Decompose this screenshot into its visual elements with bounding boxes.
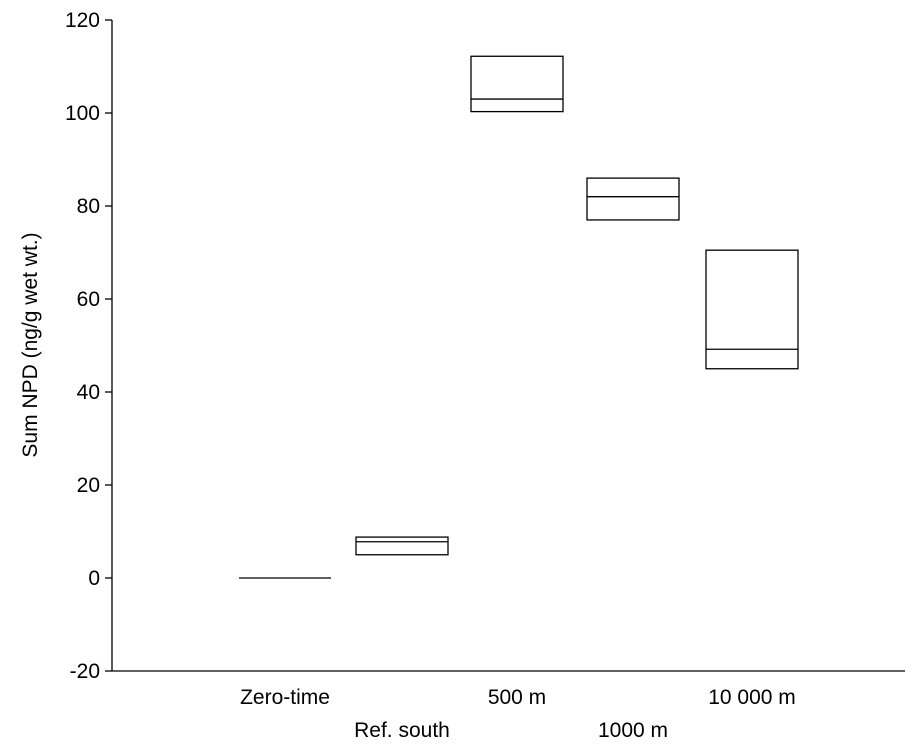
box-group (355, 536, 449, 556)
y-tick-label: 0 (88, 567, 100, 590)
x-tick-label: Ref. south (354, 719, 450, 742)
y-tick-label: 80 (77, 195, 100, 218)
y-tick-label: 60 (77, 288, 100, 311)
box-iqr (355, 536, 449, 556)
y-axis-title: Sum NPD (ng/g wet wt.) (19, 232, 42, 457)
boxes (239, 55, 799, 579)
box-iqr (705, 249, 799, 370)
y-tick-label: 40 (77, 381, 100, 404)
box-iqr (470, 55, 564, 113)
y-tick-label: 20 (77, 474, 100, 497)
plot-area (111, 20, 905, 672)
x-tick-label: 10 000 m (708, 686, 796, 709)
x-tick-label: 1000 m (598, 719, 668, 742)
box-group (705, 249, 799, 370)
box-group (470, 55, 564, 113)
box-group (586, 177, 680, 221)
box-iqr (586, 177, 680, 221)
y-tick-label: 120 (65, 9, 100, 32)
y-tick-label: -20 (70, 660, 100, 683)
y-tick-label: 100 (65, 102, 100, 125)
x-tick-label: Zero-time (240, 686, 330, 709)
y-ticks: -20 0 20 40 60 80 100 120 (65, 9, 112, 683)
x-labels: Zero-time Ref. south 500 m 1000 m 10 000 m (240, 686, 796, 742)
x-tick-label: 500 m (488, 686, 546, 709)
